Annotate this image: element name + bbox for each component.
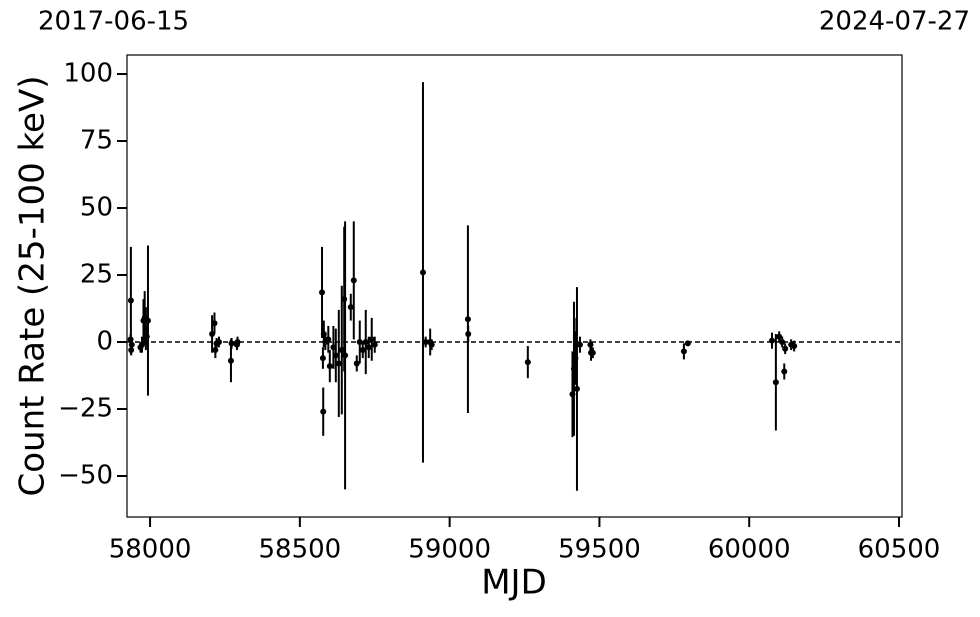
- data-point: [428, 341, 435, 348]
- data-point: [326, 363, 333, 370]
- data-point: [350, 277, 357, 284]
- data-point: [320, 408, 327, 415]
- y-tick-label: 50: [80, 193, 113, 223]
- y-tick-label: −50: [58, 460, 113, 490]
- data-point: [356, 339, 363, 346]
- data-point: [589, 349, 596, 356]
- data-point: [227, 357, 234, 364]
- data-point: [138, 341, 145, 348]
- data-point: [319, 355, 326, 362]
- data-point: [335, 360, 342, 367]
- plot-frame: [126, 54, 903, 518]
- data-point: [768, 337, 775, 344]
- y-axis-label: Count Rate (25-100 keV): [13, 76, 53, 497]
- data-point: [573, 385, 580, 392]
- data-point: [684, 340, 691, 347]
- data-point: [465, 330, 472, 337]
- data-point: [680, 348, 687, 355]
- data-point: [362, 339, 369, 346]
- data-point: [215, 339, 222, 346]
- data-point: [576, 341, 583, 348]
- data-point: [353, 360, 360, 367]
- start-date: 2017-06-15: [38, 7, 189, 37]
- y-tick-label: 0: [96, 327, 113, 357]
- x-tick-label: 59500: [558, 535, 641, 565]
- y-tick-label: 100: [63, 59, 113, 89]
- x-axis-label: MJD: [481, 563, 547, 603]
- data-point: [776, 333, 783, 340]
- data-point: [781, 368, 788, 375]
- data-point: [782, 345, 789, 352]
- data-point: [128, 341, 135, 348]
- data-point: [524, 359, 531, 366]
- data-point: [779, 339, 786, 346]
- data-point: [365, 344, 372, 351]
- x-tick-label: 59000: [408, 535, 491, 565]
- data-point: [347, 304, 354, 311]
- data-point: [772, 379, 779, 386]
- data-point: [342, 352, 349, 359]
- end-date: 2024-07-27: [819, 7, 970, 37]
- data-point: [368, 336, 375, 343]
- data-point: [144, 317, 151, 324]
- data-point: [319, 289, 326, 296]
- data-point: [325, 336, 332, 343]
- data-point: [359, 347, 366, 354]
- data-point: [371, 341, 378, 348]
- data-point: [234, 339, 241, 346]
- data-point: [332, 352, 339, 359]
- data-point: [228, 340, 235, 347]
- data-point: [419, 269, 426, 276]
- x-tick-label: 58000: [109, 535, 192, 565]
- x-tick-label: 60500: [858, 535, 941, 565]
- x-tick-label: 58500: [258, 535, 341, 565]
- data-point: [791, 343, 798, 350]
- x-tick-label: 60000: [708, 535, 791, 565]
- y-tick-label: 75: [80, 126, 113, 156]
- y-tick-label: −25: [58, 394, 113, 424]
- y-tick-label: 25: [80, 260, 113, 290]
- data-point: [127, 297, 134, 304]
- data-point: [211, 320, 218, 327]
- data-point: [422, 339, 429, 346]
- data-point: [464, 316, 471, 323]
